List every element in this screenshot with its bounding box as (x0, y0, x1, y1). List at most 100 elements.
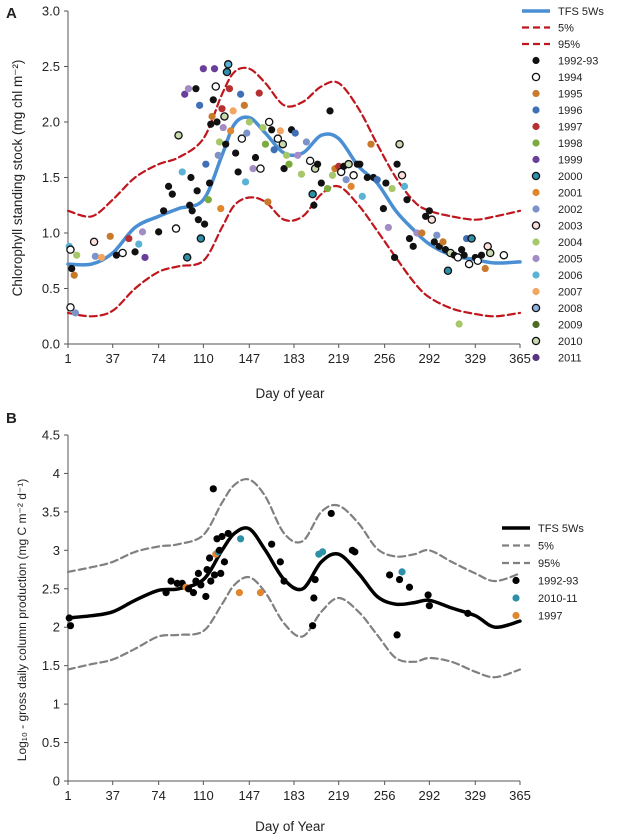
panel-a-data-point (395, 139, 404, 149)
panel-b-y-tick-label: 1.5 (42, 658, 60, 673)
panel-b-data-point (424, 591, 432, 599)
panel-a-data-point (273, 134, 283, 143)
panel-a-data-point (481, 264, 489, 273)
panel-a-data-point (237, 134, 247, 143)
panel-b-data-point (425, 602, 433, 610)
panel-a-data-point (382, 179, 390, 187)
panel-a-data-point (171, 224, 181, 233)
panel-a-series-line-2 (66, 184, 522, 318)
panel-b-y-axis-title: Log₁₀ - gross daily column production (m… (15, 479, 29, 761)
panel-a-data-point (294, 151, 302, 159)
panel-b-data-point (203, 565, 211, 574)
panel-a-data-point (425, 207, 433, 215)
panel-a-legend-label: 2009 (558, 320, 582, 332)
panel-a-data-point (430, 238, 438, 246)
panel-a-data-point (70, 271, 78, 279)
panel-a-legend-label: 2004 (558, 237, 582, 249)
panel-a-data-point (210, 65, 219, 73)
panel-a-legend-label: 95% (558, 39, 580, 51)
panel-a-data-point (215, 138, 224, 146)
panel-a-legend-swatch (532, 254, 540, 263)
panel-a-data-point (192, 85, 200, 93)
panel-a-data-point (427, 215, 437, 224)
panel-a-data-point (214, 151, 222, 159)
panel-a-data-point (204, 196, 212, 204)
panel-b-legend-label: 2010-11 (538, 593, 578, 605)
panel-a-y-tick-label: 2.0 (42, 115, 60, 130)
panel-a-legend-swatch (532, 271, 540, 279)
panel-b-legend-label: 5% (538, 541, 554, 553)
panel-b-legend-swatch (512, 576, 520, 585)
panel-a-legend-swatch (532, 320, 540, 329)
panel-a-data-point (66, 245, 75, 254)
panel-b-data-point (192, 577, 200, 585)
panel-a-data-point (211, 82, 221, 91)
panel-b-data-point (235, 589, 243, 597)
panel-a-y-tick-label: 2.5 (42, 59, 60, 74)
panel-b-data-point (268, 540, 276, 548)
panel-a-data-point (219, 123, 227, 132)
panel-a-x-tick-label: 219 (328, 351, 350, 366)
panel-a-data-point (196, 234, 206, 243)
panel-a-y-tick-label: 0.0 (42, 337, 60, 352)
panel-b-data-point (209, 485, 217, 493)
panel-a-data-point (323, 185, 332, 193)
panel-b-data-point (351, 548, 359, 556)
panel-a-data-point (349, 171, 358, 180)
panel-a-data-point (384, 223, 392, 232)
panel-a-legend-swatch (532, 106, 540, 114)
panel-b-x-tick-label: 147 (238, 788, 260, 803)
panel-a-legend-swatch (532, 139, 540, 147)
panel-a-data-point (270, 146, 278, 154)
panel-b-y-tick-label: 0 (53, 774, 60, 789)
panel-a-data-point (409, 242, 417, 250)
panel-a-data-point (227, 127, 235, 135)
panel-a-data-point (413, 229, 421, 237)
panel-a-data-point (400, 182, 409, 190)
panel-a-data-point (243, 129, 251, 137)
panel-a-data-point (196, 101, 204, 109)
panel-a-data-point (220, 112, 229, 121)
panel-a-data-point (138, 228, 147, 236)
panel-b-x-tick-label: 219 (328, 788, 350, 803)
panel-b-data-point (220, 558, 229, 566)
panel-a-data-point (453, 253, 463, 262)
panel-a-data-point (225, 85, 234, 93)
panel-a-data-point (328, 171, 337, 179)
panel-a-data-point (141, 253, 149, 262)
panel-a-data-point (118, 248, 127, 258)
panel-a-legend-swatch (531, 171, 541, 181)
panel-a-legend-label: 1992-93 (558, 56, 598, 68)
panel-a-data-point (168, 190, 176, 198)
panel-b-data-point (464, 609, 472, 617)
panel-a-legend-swatch (531, 303, 541, 313)
panel-b-data-point (202, 592, 210, 601)
panel-a-x-tick-label: 1 (64, 351, 71, 366)
panel-a-data-point (259, 123, 267, 132)
panel-a-data-point (344, 159, 353, 169)
panel-b-x-tick-label: 74 (151, 788, 165, 803)
panel-b-legend-label: 1997 (538, 611, 562, 623)
panel-a-data-point (264, 117, 274, 127)
panel-a-legend-swatch (532, 287, 540, 296)
panel-a-data-point (278, 139, 288, 149)
panel-a-data-point (218, 105, 226, 113)
panel-b-data-point (194, 569, 202, 578)
panel-a-y-axis-title: Chlorophyll standing stock (mg chl m⁻²) (10, 60, 25, 297)
panel-a-data-point (131, 248, 139, 256)
panel-a-data-point (164, 182, 173, 190)
panel-a-legend-label: 2007 (558, 287, 582, 299)
panel-a-data-point (373, 176, 381, 184)
panel-a-data-point (443, 266, 453, 275)
panel-b-x-tick-label: 292 (419, 788, 441, 803)
panel-b-data-point (66, 622, 75, 630)
panel-b-data-point (405, 583, 414, 591)
panel-a-data-point (280, 165, 288, 173)
panel-b-y-tick-label: 1 (53, 697, 60, 712)
panel-a-legend-swatch (531, 221, 541, 230)
panel-b-x-tick-label: 37 (105, 788, 119, 803)
panel-a-data-point (186, 201, 194, 209)
panel-a-data-point (313, 160, 322, 168)
panel-a-legend-label: 2000 (558, 171, 582, 183)
panel-a-legend-swatch (532, 353, 540, 362)
